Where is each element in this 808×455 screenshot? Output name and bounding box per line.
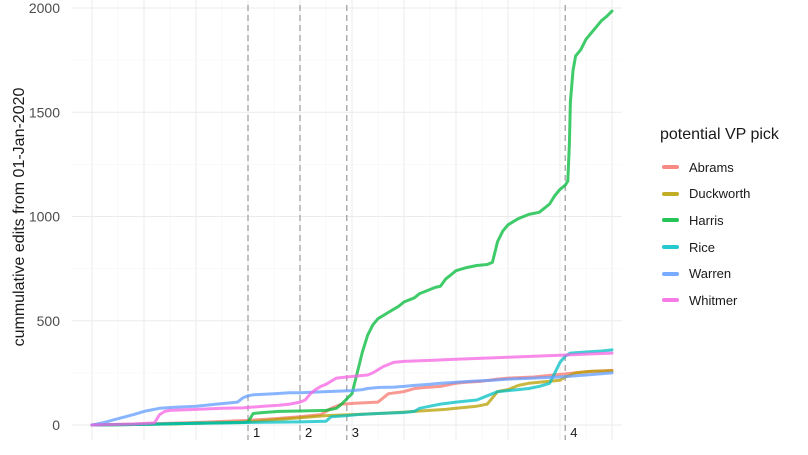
legend-title: potential VP pick (660, 126, 779, 143)
legend-swatch (662, 298, 679, 303)
legend-item-duckworth: Duckworth (660, 181, 779, 208)
series-line-warren (90, 371, 614, 427)
legend: potential VP pick Abrams Duckworth Harris R… (660, 126, 779, 314)
event-labels: 1 2 3 4 (253, 425, 577, 440)
grid (72, 0, 622, 440)
legend-item-rice: Rice (660, 234, 779, 261)
legend-item-warren: Warren (660, 260, 779, 287)
series-line-whitmer (90, 351, 614, 427)
event-lines (247, 5, 566, 440)
series-line-duckworth (90, 369, 614, 427)
legend-item-abrams: Abrams (660, 154, 779, 181)
event-label: 4 (570, 425, 577, 440)
legend-items: Abrams Duckworth Harris Rice Warren Whitmer (660, 154, 779, 314)
legend-label: Warren (689, 266, 732, 282)
legend-label: Duckworth (689, 186, 751, 202)
series-lines (90, 9, 614, 427)
event-label: 1 (253, 425, 260, 440)
legend-item-harris: Harris (660, 207, 779, 234)
series-line-rice (90, 348, 614, 427)
y-tick-label: 500 (37, 313, 61, 329)
legend-label: Rice (689, 239, 716, 255)
y-axis-ticks: 0 500 1000 1500 2000 (29, 0, 60, 433)
y-tick-label: 2000 (29, 0, 60, 16)
legend-item-whitmer: Whitmer (660, 287, 779, 314)
y-axis-label: cummulative edits from 01-Jan-2020 (11, 88, 28, 347)
legend-swatch (662, 191, 679, 196)
legend-swatch (662, 218, 679, 223)
legend-swatch (662, 245, 679, 250)
legend-swatch (662, 165, 679, 170)
event-label: 2 (305, 425, 312, 440)
legend-label: Abrams (689, 159, 734, 175)
legend-label: Whitmer (689, 292, 738, 308)
y-tick-label: 0 (52, 417, 60, 433)
legend-swatch (662, 271, 679, 276)
y-tick-label: 1500 (29, 104, 60, 120)
event-label: 3 (352, 425, 359, 440)
legend-label: Harris (689, 212, 724, 228)
series-line-harris (90, 9, 614, 427)
y-tick-label: 1000 (29, 209, 60, 225)
